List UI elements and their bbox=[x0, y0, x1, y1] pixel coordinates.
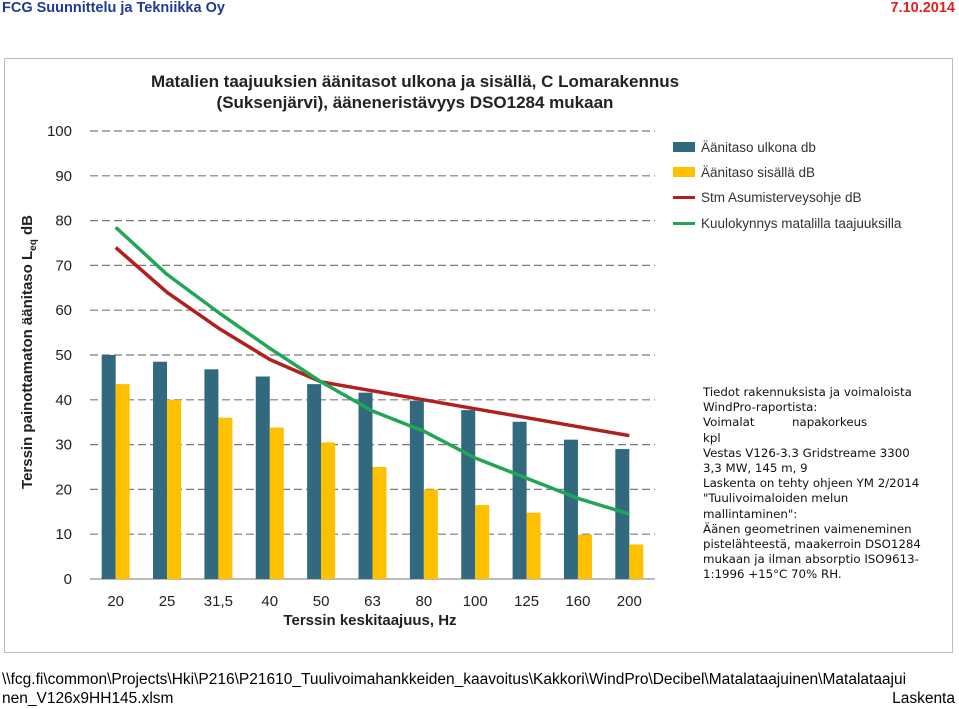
info-note: Tiedot rakennuksista ja voimaloista Wind… bbox=[703, 385, 943, 583]
y-tick-label: 10 bbox=[55, 526, 72, 543]
bar-outdoor bbox=[615, 449, 630, 579]
x-tick-label: 125 bbox=[514, 593, 539, 610]
bar-indoor bbox=[321, 442, 336, 579]
x-tick-label: 31,5 bbox=[204, 593, 233, 610]
y-tick-label: 90 bbox=[55, 168, 72, 185]
bar-outdoor bbox=[563, 439, 578, 579]
legend-label-indoor: Äänitaso sisällä dB bbox=[701, 164, 816, 180]
info-line: Voimalat napakorkeus bbox=[703, 415, 868, 430]
bar-indoor bbox=[218, 417, 233, 579]
y-tick-label: 80 bbox=[55, 213, 72, 230]
x-tick-label: 160 bbox=[565, 593, 590, 610]
bar-indoor bbox=[423, 489, 438, 579]
y-tick-label: 50 bbox=[55, 347, 72, 364]
bar-indoor bbox=[269, 427, 284, 579]
legend-label-outdoor: Äänitaso ulkona db bbox=[701, 139, 816, 155]
report-date: 7.10.2014 bbox=[890, 0, 955, 16]
info-line: 1:1996 +15°C 70% RH. bbox=[703, 567, 842, 582]
bar-outdoor bbox=[153, 361, 168, 579]
x-tick-label: 20 bbox=[107, 593, 124, 610]
bar-indoor bbox=[115, 384, 130, 579]
info-line: pistelähteestä, maakerroin DSO1284 bbox=[703, 537, 921, 552]
info-line: 3,3 MW, 145 m, 9 bbox=[703, 461, 808, 476]
y-tick-label: 70 bbox=[55, 257, 72, 274]
legend-line-hearing bbox=[673, 221, 695, 225]
info-line: Laskenta on tehty ohjeen YM 2/2014 bbox=[703, 476, 920, 491]
info-line: kpl bbox=[703, 430, 721, 445]
y-axis-label: Terssin painottamaton äänitaso Leq dB bbox=[19, 215, 39, 489]
footer-right-label: Laskenta bbox=[892, 690, 955, 707]
legend-item-guideline: Stm Asumisterveysohje dB bbox=[673, 187, 862, 207]
bar-indoor bbox=[372, 467, 387, 579]
legend-label-hearing: Kuulokynnys matalilla taajuuksilla bbox=[701, 215, 902, 231]
x-tick-label: 63 bbox=[364, 593, 381, 610]
y-tick-label: 0 bbox=[64, 571, 72, 588]
bar-outdoor bbox=[512, 421, 527, 579]
x-tick-label: 25 bbox=[159, 593, 176, 610]
x-tick-label: 200 bbox=[617, 593, 642, 610]
legend-label-guideline: Stm Asumisterveysohje dB bbox=[701, 189, 862, 205]
info-line: Vestas V126-3.3 Gridstreame 3300 bbox=[703, 445, 910, 460]
info-line: Tiedot rakennuksista ja voimaloista bbox=[703, 385, 912, 399]
x-tick-label: 100 bbox=[463, 593, 488, 610]
file-path-footer: \\fcg.fi\common\Projects\Hki\P216\P21610… bbox=[2, 670, 955, 708]
legend-item-outdoor: Äänitaso ulkona db bbox=[673, 137, 816, 157]
page-header: FCG Suunnittelu ja Tekniikka Oy 7.10.201… bbox=[0, 0, 959, 20]
company-name: FCG Suunnittelu ja Tekniikka Oy bbox=[2, 0, 225, 16]
line-guideline bbox=[114, 246, 630, 438]
bar-indoor bbox=[629, 544, 644, 579]
y-tick-label: 100 bbox=[47, 123, 72, 140]
bar-indoor bbox=[526, 512, 541, 579]
y-tick-label: 60 bbox=[55, 302, 72, 319]
bar-indoor bbox=[475, 505, 490, 579]
bar-outdoor bbox=[409, 400, 424, 579]
bar-outdoor bbox=[101, 355, 116, 579]
legend-swatch-outdoor bbox=[673, 142, 695, 152]
info-line: WindPro-raportista: bbox=[703, 400, 818, 415]
bar-outdoor bbox=[358, 392, 373, 579]
bar-indoor bbox=[167, 399, 182, 579]
x-axis-label: Terssin keskitaajuus, Hz bbox=[283, 612, 457, 629]
bar-outdoor bbox=[204, 369, 219, 579]
chart-title-line2: (Suksenjärvi), ääneneristävyys DSO1284 m… bbox=[216, 93, 614, 112]
line-hearing-threshold bbox=[114, 226, 630, 516]
legend-line-guideline bbox=[673, 195, 695, 199]
bar-outdoor bbox=[307, 384, 322, 579]
info-line: mukaan ja ilman absorptio ISO9613- bbox=[703, 552, 919, 567]
y-tick-label: 30 bbox=[55, 437, 72, 454]
bar-indoor bbox=[577, 534, 592, 579]
legend-item-indoor: Äänitaso sisällä dB bbox=[673, 162, 815, 182]
file-path-line1: \\fcg.fi\common\Projects\Hki\P216\P21610… bbox=[2, 671, 907, 688]
x-tick-label: 50 bbox=[313, 593, 330, 610]
file-path-line2: nen_V126x9HH145.xlsm bbox=[2, 690, 174, 707]
info-line: "Tuulivoimaloiden melun bbox=[703, 491, 849, 506]
bar-outdoor bbox=[255, 376, 270, 579]
chart-title-line1: Matalien taajuuksien äänitasot ulkona ja… bbox=[150, 72, 680, 91]
info-line: mallintaminen": bbox=[703, 506, 798, 521]
bar-outdoor bbox=[461, 410, 476, 579]
y-tick-label: 20 bbox=[55, 481, 72, 498]
legend-swatch-indoor bbox=[673, 167, 695, 177]
x-tick-label: 40 bbox=[261, 593, 278, 610]
legend-item-hearing: Kuulokynnys matalilla taajuuksilla bbox=[673, 213, 901, 233]
chart-frame bbox=[4, 58, 953, 653]
x-tick-label: 80 bbox=[416, 593, 433, 610]
y-tick-label: 40 bbox=[55, 392, 72, 409]
info-line: Äänen geometrinen vaimeneminen bbox=[703, 521, 912, 536]
